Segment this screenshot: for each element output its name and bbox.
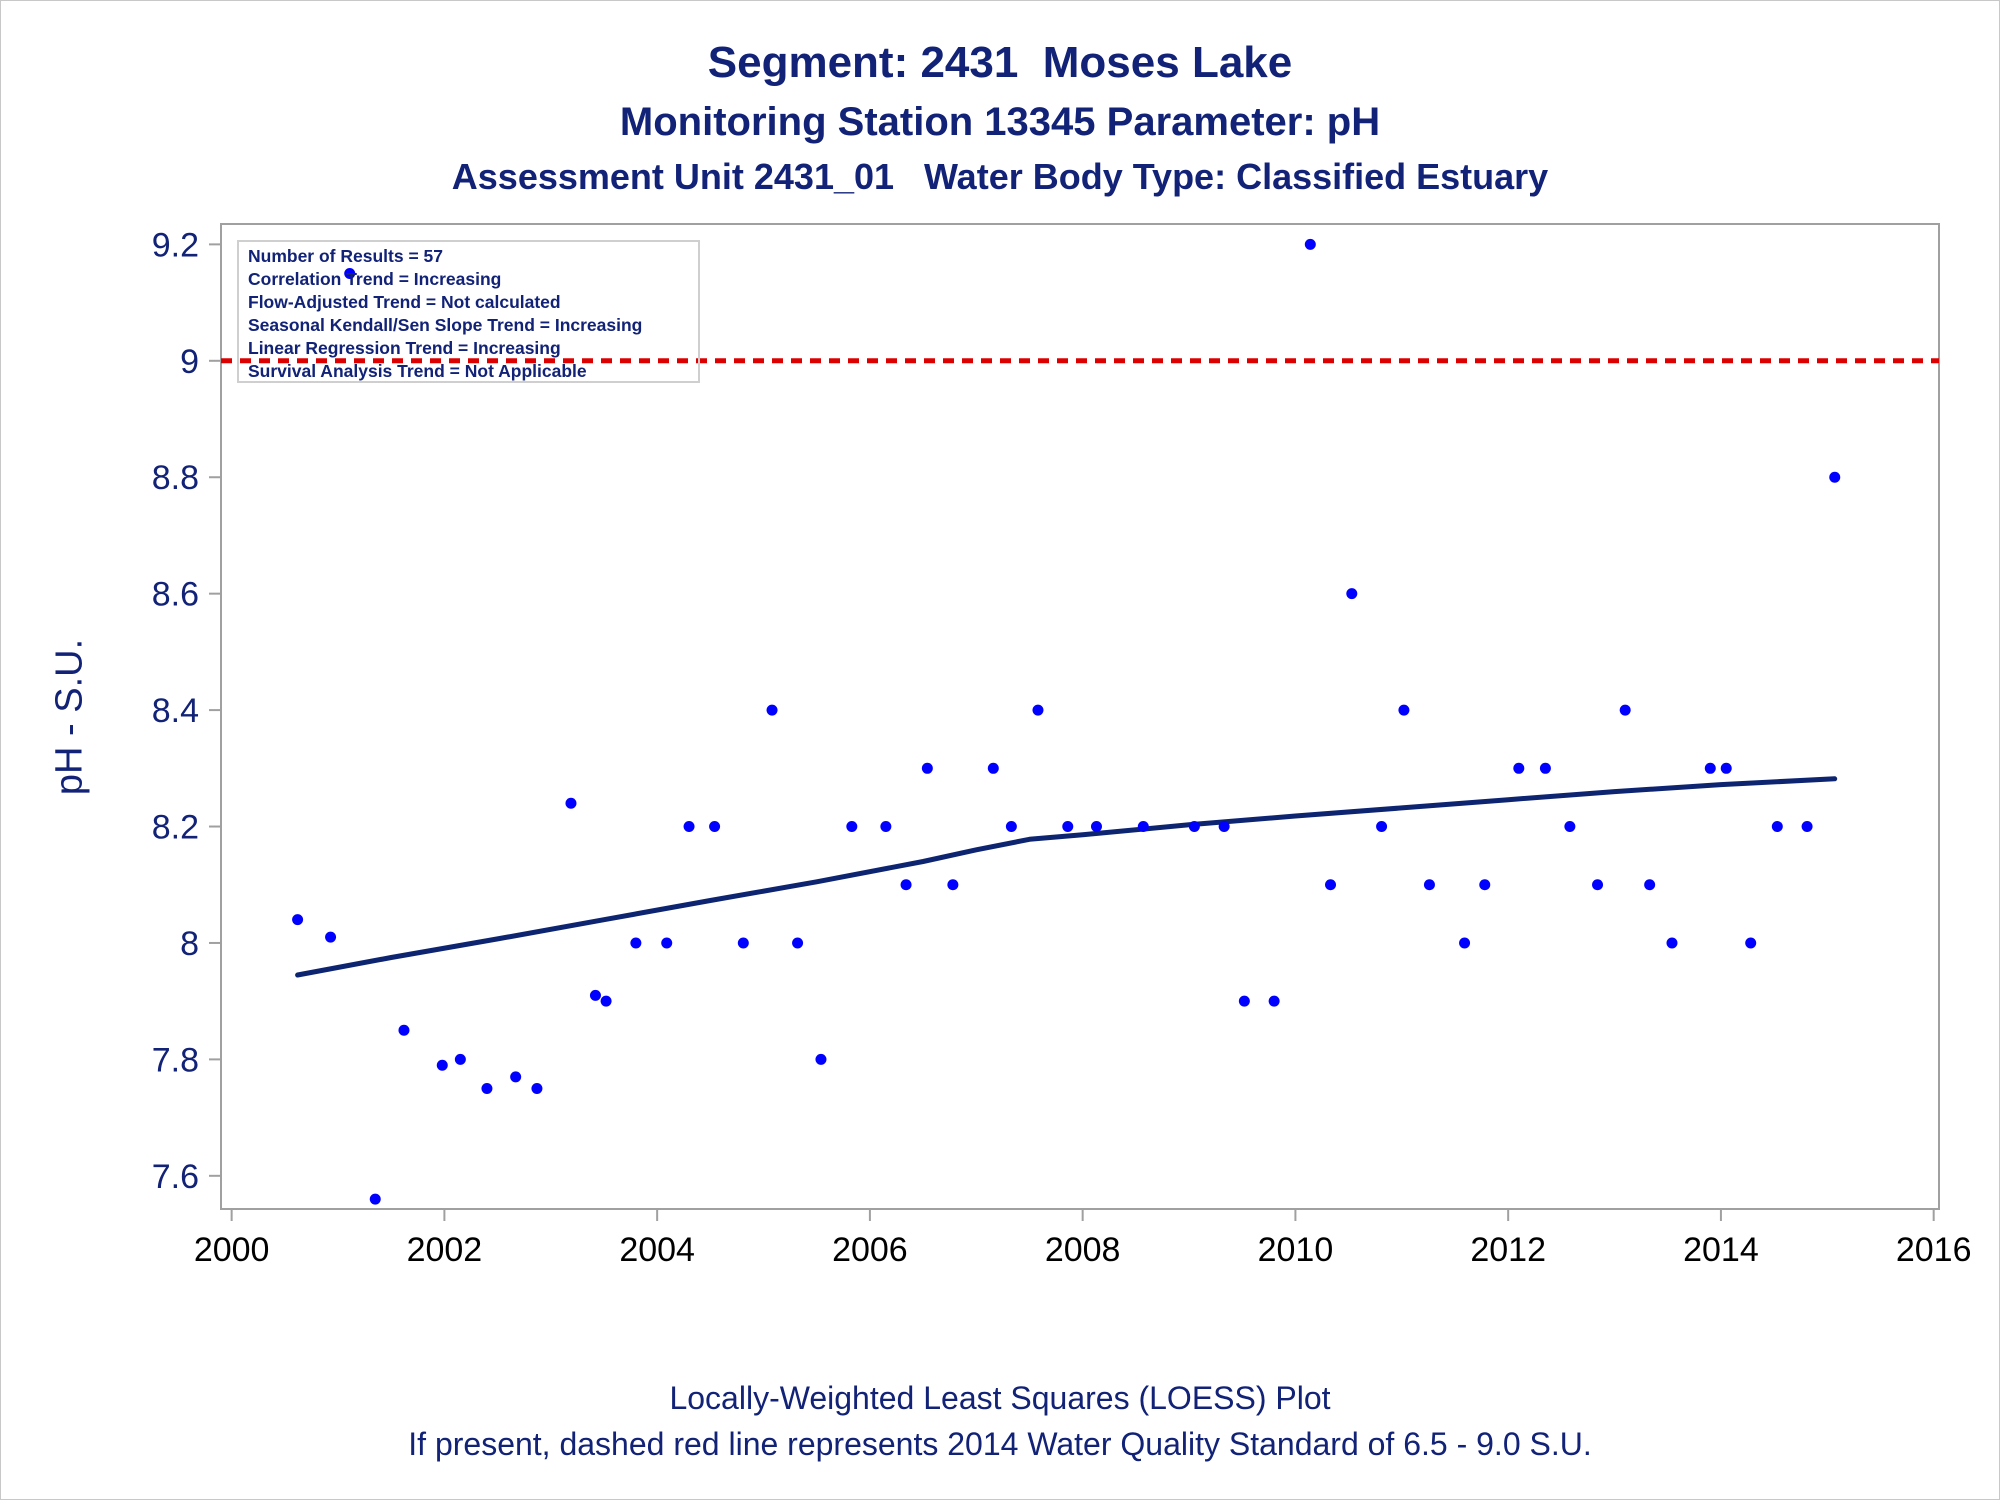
x-tick-label: 2006 — [832, 1231, 908, 1269]
data-point — [1801, 821, 1813, 833]
stat-seasonal-kendall-trend: Seasonal Kendall/Sen Slope Trend = Incre… — [248, 315, 643, 335]
x-tick-label: 2012 — [1470, 1231, 1546, 1269]
data-point — [1238, 995, 1250, 1007]
data-point — [709, 821, 721, 833]
chart-subtitle-station: Monitoring Station 13345 Parameter: pH — [619, 100, 1381, 144]
data-point — [325, 931, 337, 943]
data-point — [1829, 471, 1841, 483]
data-point — [1268, 995, 1280, 1007]
y-tick-label: 8 — [180, 925, 199, 963]
x-tick-label: 2016 — [1896, 1231, 1972, 1269]
trend-stats-box: Number of Results = 57 Correlation Trend… — [237, 240, 700, 383]
data-point — [1564, 821, 1576, 833]
x-tick-label: 2014 — [1683, 1231, 1759, 1269]
data-point — [921, 762, 933, 774]
data-point — [1218, 821, 1230, 833]
x-tick-label: 2004 — [619, 1231, 695, 1269]
y-axis: 7.6 7.8 8 8.2 8.4 8.6 8.8 9 9.2 — [152, 226, 221, 1196]
data-point — [1062, 821, 1074, 833]
loess-curve — [295, 776, 1838, 978]
data-point — [1137, 821, 1149, 833]
chart-title: Segment: 2431 Moses Lake — [707, 38, 1293, 87]
data-point — [880, 821, 892, 833]
data-point — [1398, 704, 1410, 716]
data-point — [531, 1082, 543, 1094]
data-point — [398, 1024, 410, 1036]
data-point — [1644, 879, 1656, 891]
data-point — [815, 1053, 827, 1065]
y-tick-label: 9 — [180, 343, 199, 381]
data-point — [369, 1193, 381, 1205]
plot-border-rect — [220, 223, 1940, 1210]
x-axis: 2000 2002 2004 2006 2008 2010 2012 2014 2016 — [194, 1209, 1972, 1269]
data-point — [600, 995, 612, 1007]
data-points — [292, 238, 1841, 1205]
data-point — [630, 937, 642, 949]
data-point — [846, 821, 858, 833]
data-point — [344, 267, 356, 279]
loess-curve-line — [295, 776, 1838, 978]
data-point — [436, 1059, 448, 1071]
data-point — [947, 879, 959, 891]
x-tick-label: 2000 — [194, 1231, 270, 1269]
data-point — [661, 937, 673, 949]
data-point — [1619, 704, 1631, 716]
data-point — [510, 1071, 522, 1083]
data-point — [1304, 238, 1316, 250]
data-point — [1592, 879, 1604, 891]
data-point — [766, 704, 778, 716]
stat-correlation-trend: Correlation Trend = Increasing — [248, 269, 502, 289]
data-point — [1325, 879, 1337, 891]
data-point — [1479, 879, 1491, 891]
y-tick-label: 8.8 — [152, 459, 199, 497]
data-point — [1720, 762, 1732, 774]
data-point — [1513, 762, 1525, 774]
data-point — [1539, 762, 1551, 774]
data-point — [1771, 821, 1783, 833]
footnote-loess: Locally-Weighted Least Squares (LOESS) P… — [669, 1380, 1331, 1416]
x-tick-label: 2008 — [1045, 1231, 1121, 1269]
y-tick-label: 9.2 — [152, 226, 199, 264]
data-point — [987, 762, 999, 774]
data-point — [565, 797, 577, 809]
y-tick-label: 8.2 — [152, 809, 199, 847]
data-point — [589, 989, 601, 1001]
data-point — [481, 1082, 493, 1094]
y-tick-label: 8.6 — [152, 576, 199, 614]
data-point — [1459, 937, 1471, 949]
data-point — [1005, 821, 1017, 833]
data-point — [900, 879, 912, 891]
data-point — [683, 821, 695, 833]
data-point — [1346, 588, 1358, 600]
y-tick-label: 8.4 — [152, 692, 199, 730]
x-tick-label: 2002 — [407, 1231, 483, 1269]
data-point — [1188, 821, 1200, 833]
data-point — [1423, 879, 1435, 891]
x-tick-label: 2010 — [1258, 1231, 1334, 1269]
chart-subtitle-assessment: Assessment Unit 2431_01 Water Body Type:… — [451, 156, 1549, 197]
y-axis-label: pH - S.U. — [48, 638, 91, 796]
data-point — [1745, 937, 1757, 949]
stat-flow-adjusted-trend: Flow-Adjusted Trend = Not calculated — [248, 292, 561, 312]
stat-survival-analysis-trend: Survival Analysis Trend = Not Applicable — [248, 361, 587, 381]
data-point — [792, 937, 804, 949]
data-point — [454, 1053, 466, 1065]
data-point — [1090, 821, 1102, 833]
data-point — [1666, 937, 1678, 949]
data-point — [292, 914, 304, 926]
y-tick-label: 7.8 — [152, 1041, 199, 1079]
plot-border — [220, 223, 1940, 1210]
data-point — [1376, 821, 1388, 833]
stat-linear-regression-trend: Linear Regression Trend = Increasing — [248, 338, 561, 358]
data-point — [737, 937, 749, 949]
y-tick-label: 7.6 — [152, 1158, 199, 1196]
data-point — [1032, 704, 1044, 716]
stat-number-of-results: Number of Results = 57 — [248, 246, 443, 266]
footnote-standard: If present, dashed red line represents 2… — [408, 1426, 1592, 1462]
data-point — [1704, 762, 1716, 774]
